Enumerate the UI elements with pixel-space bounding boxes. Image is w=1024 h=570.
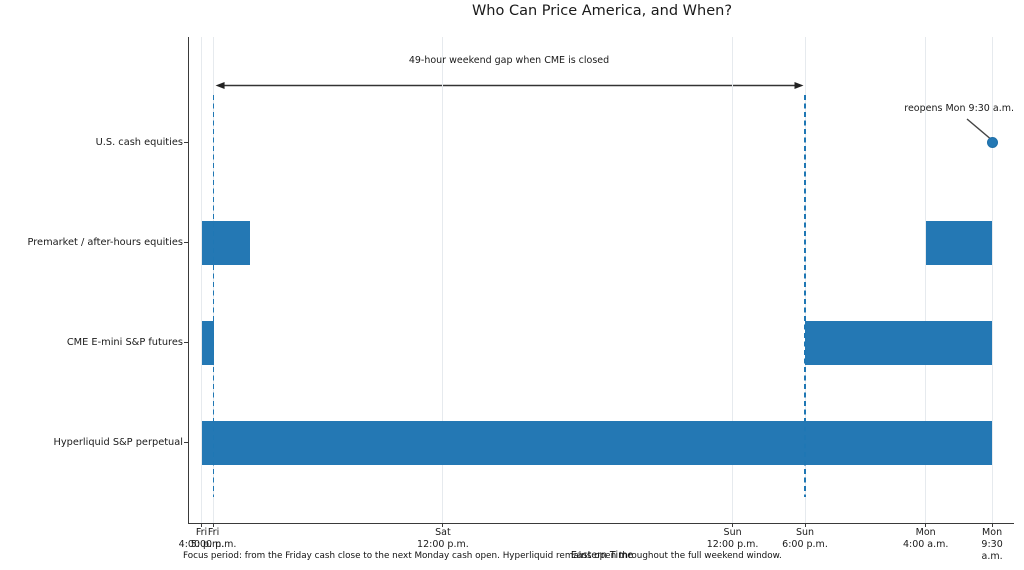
reopen-leader-line [966, 118, 991, 140]
chart-title: Who Can Price America, and When? [471, 3, 733, 19]
gridline [732, 37, 734, 523]
x-tick-mark [925, 523, 927, 527]
y-axis-label: U.S. cash equities [95, 137, 183, 148]
x-axis-spine [188, 523, 1014, 524]
y-tick-mark [184, 142, 188, 143]
reopen-marker-dot [986, 137, 998, 148]
y-axis-label: Hyperliquid S&P perpetual [53, 437, 183, 448]
y-tick-mark [184, 242, 188, 243]
y-tick-mark [184, 442, 188, 443]
x-tick-mark [213, 523, 215, 527]
dashed-reference-line [212, 95, 215, 497]
bar-premarket-after-hours-equities [201, 220, 250, 265]
gridline [442, 37, 444, 523]
gap-arrow-head-left [215, 82, 225, 89]
gridline [991, 37, 993, 523]
y-axis-label: Premarket / after-hours equities [27, 237, 184, 248]
gridline [201, 37, 202, 523]
gridline [925, 37, 927, 523]
x-tick-label: Fri 5:00 p.m. [190, 527, 237, 550]
y-axis-spine [188, 37, 189, 523]
x-tick-mark [442, 523, 444, 527]
x-tick-label: Mon 9:30 a.m. [981, 527, 1003, 562]
x-tick-label: Sun 6:00 p.m. [782, 527, 828, 550]
x-tick-label: Sat 12:00 p.m. [417, 527, 469, 550]
bar-cme-e-mini-s-p-futures [201, 320, 214, 365]
x-tick-label: Mon 4:00 a.m. [902, 527, 949, 550]
bar-hyperliquid-s-p-perpetual [201, 420, 993, 465]
reopen-annotation-label: reopens Mon 9:30 a.m. [904, 103, 1014, 114]
x-axis-title: Eastern Time [570, 550, 634, 561]
y-tick-mark [184, 342, 188, 343]
bar-premarket-after-hours-equities [925, 220, 993, 265]
dashed-reference-line [804, 95, 806, 497]
footnote: Focus period: from the Friday cash close… [183, 551, 782, 561]
x-tick-label: Sun 12:00 p.m. [706, 527, 759, 550]
x-tick-label: Fri 4:00 p.m. [178, 527, 225, 550]
gap-arrow-head-right [794, 82, 804, 89]
x-tick-mark [201, 523, 202, 527]
x-tick-mark [804, 523, 806, 527]
x-tick-mark [991, 523, 993, 527]
bar-cme-e-mini-s-p-futures [805, 320, 993, 365]
gap-annotation-label: 49-hour weekend gap when CME is closed [408, 55, 610, 66]
y-axis-label: CME E-mini S&P futures [66, 337, 183, 348]
x-tick-mark [732, 523, 734, 527]
